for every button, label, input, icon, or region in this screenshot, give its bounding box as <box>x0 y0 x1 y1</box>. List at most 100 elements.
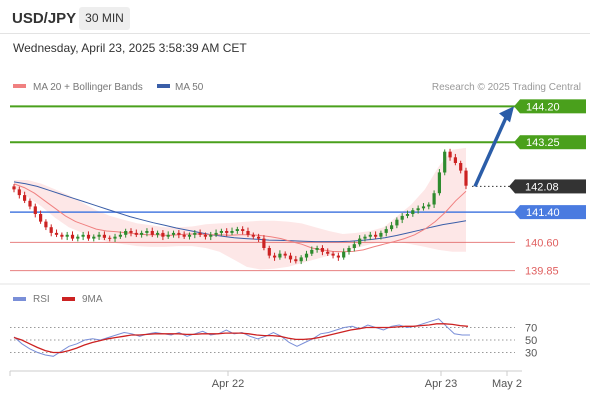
candle <box>171 232 176 235</box>
candle <box>81 234 85 237</box>
candle <box>459 163 463 171</box>
last-price-pointer <box>509 179 515 194</box>
main-legend: MA 20 + Bollinger Bands MA 50 Research ©… <box>13 82 581 93</box>
candle <box>124 231 128 235</box>
x-axis: Apr 22 Apr 23 May 2 <box>212 371 522 390</box>
candle <box>134 232 138 235</box>
candle <box>113 236 117 239</box>
candle <box>443 151 447 173</box>
candle <box>145 231 149 233</box>
candle <box>374 234 378 237</box>
candle <box>166 234 170 237</box>
candle <box>336 255 340 258</box>
forecast-arrow-line <box>473 114 509 188</box>
candle <box>140 232 144 235</box>
candle <box>246 231 250 235</box>
candle <box>331 253 335 256</box>
x-tick-label: May 2 <box>492 378 522 390</box>
candle <box>241 229 245 231</box>
candle <box>342 251 346 258</box>
timeframe-button[interactable]: 30 MIN <box>79 7 130 30</box>
candle <box>251 234 255 237</box>
candle <box>379 232 383 237</box>
candle <box>411 210 415 214</box>
datetime-text: Wednesday, April 23, 2025 3:58:39 AM CET <box>13 41 247 55</box>
candle <box>368 234 372 237</box>
candle <box>464 170 468 186</box>
candle <box>54 232 59 235</box>
weak-support-label: 139.85 <box>525 266 559 278</box>
ma50-line <box>13 181 467 243</box>
candle <box>193 232 197 235</box>
candle <box>108 237 112 239</box>
candle <box>12 186 16 190</box>
candle <box>315 248 319 250</box>
candle <box>17 189 21 196</box>
support-pointer <box>514 205 520 220</box>
candle <box>262 238 266 248</box>
rsi-ma-legend-swatch <box>62 297 75 301</box>
resistance-pointer <box>514 135 520 150</box>
candle <box>156 232 160 235</box>
candle <box>267 248 271 256</box>
rsi-legend: RSI 9MA <box>13 294 103 305</box>
candle <box>182 234 186 237</box>
candle <box>405 214 410 216</box>
candle <box>129 231 133 233</box>
rsi-legend-label: RSI <box>33 294 50 305</box>
x-tick-label: Apr 22 <box>212 378 244 390</box>
credit-text: Research © 2025 Trading Central <box>432 82 581 93</box>
candle <box>230 231 234 233</box>
candle <box>427 204 431 207</box>
candle <box>358 238 362 245</box>
candle <box>437 172 441 194</box>
x-tick-label: Apr 23 <box>425 378 457 390</box>
candle <box>432 193 436 205</box>
resistance-label: 144.20 <box>526 101 560 113</box>
candle <box>299 257 303 262</box>
candle <box>118 234 122 237</box>
resistance-pointer <box>514 99 520 114</box>
ma20-legend-label: MA 20 + Bollinger Bands <box>33 82 143 93</box>
candle <box>23 195 27 201</box>
chart-header: USD/JPY 30 MIN <box>0 0 590 40</box>
candle <box>92 236 96 239</box>
candle <box>304 253 309 258</box>
candle <box>225 231 229 233</box>
candle <box>198 232 202 235</box>
rsi-line <box>13 318 470 357</box>
rsi-ma-legend-label: 9MA <box>82 294 103 305</box>
support-box <box>520 205 586 220</box>
candle <box>352 244 356 248</box>
candle <box>33 206 37 214</box>
header-divider <box>0 33 590 34</box>
ma20-legend-swatch <box>13 84 26 88</box>
candle <box>273 255 277 258</box>
candle <box>421 206 426 209</box>
candle <box>326 251 330 254</box>
candle <box>203 234 207 237</box>
candle <box>65 234 69 237</box>
candle <box>363 236 367 239</box>
candle <box>257 236 261 239</box>
candle <box>416 208 420 211</box>
candle <box>320 248 324 252</box>
resistance-box <box>520 135 586 150</box>
candle <box>390 225 394 230</box>
forecast-arrow-head <box>499 106 514 123</box>
candle <box>294 259 298 262</box>
candle <box>219 231 223 233</box>
ma20-line <box>13 183 467 253</box>
candle <box>395 219 399 226</box>
ma50-legend-label: MA 50 <box>175 82 204 93</box>
candle <box>214 232 218 235</box>
rsi-level-label: 30 <box>525 348 537 360</box>
candle <box>209 234 213 237</box>
candle <box>187 234 192 237</box>
rsi-legend-swatch <box>13 297 26 301</box>
ma50-legend-swatch <box>157 84 170 88</box>
candle <box>44 221 48 228</box>
candle <box>39 214 43 222</box>
candle <box>102 234 106 238</box>
